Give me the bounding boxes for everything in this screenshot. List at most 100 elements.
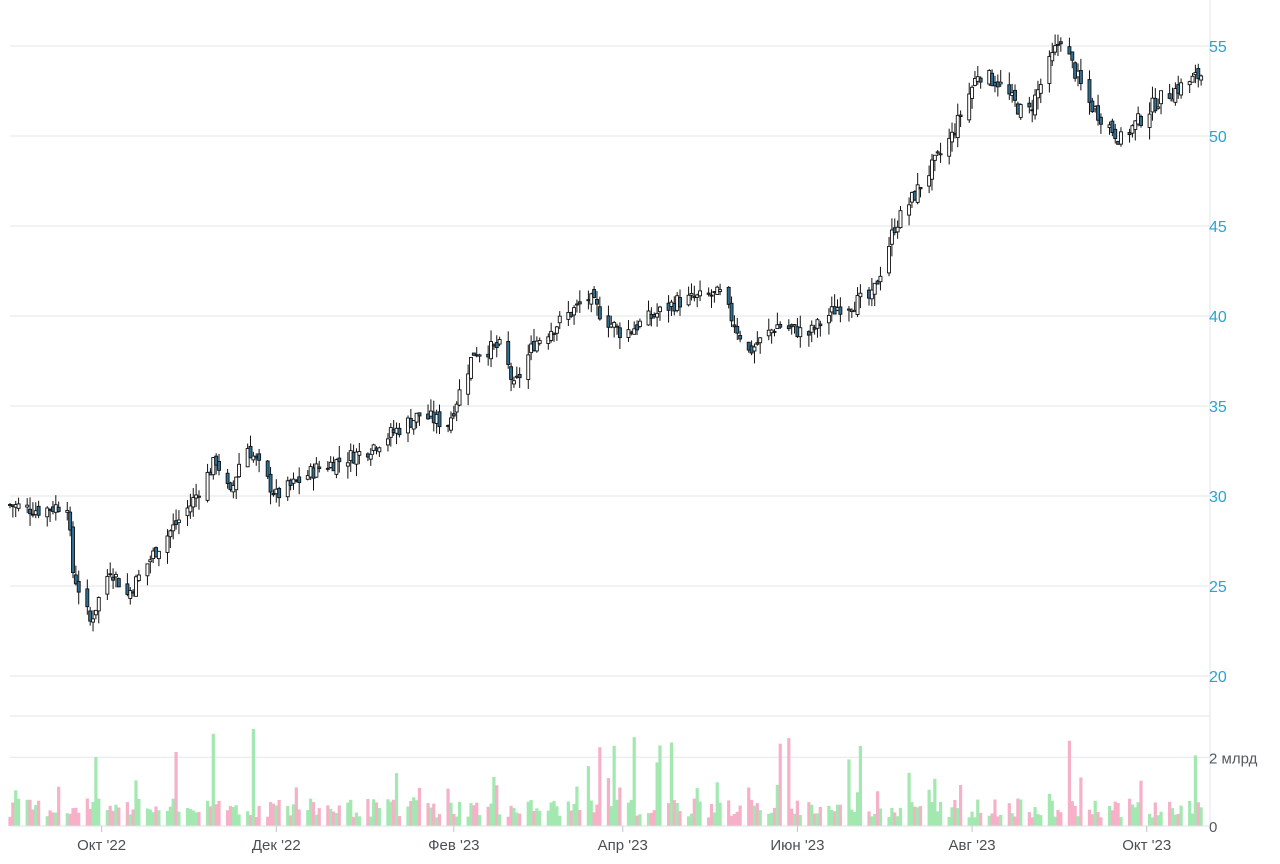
candle-body <box>970 86 975 99</box>
candle-body <box>615 325 619 328</box>
volume-bar <box>171 798 175 826</box>
volume-bar <box>887 817 891 826</box>
volume-bar <box>578 809 582 826</box>
candle-body <box>887 245 891 274</box>
candle-body <box>411 419 416 430</box>
price-candles <box>8 34 1204 632</box>
candle-body <box>145 563 150 577</box>
candle-body <box>858 292 863 298</box>
volume-bar <box>1050 800 1054 826</box>
volume-bar <box>455 816 459 826</box>
candle-body <box>457 389 462 406</box>
volume-bar <box>177 811 181 826</box>
candle-body <box>257 453 262 461</box>
time-tick-label: Окт '22 <box>77 837 126 854</box>
candle-body <box>855 295 860 315</box>
candle-body <box>846 308 851 311</box>
price-tick-label: 35 <box>1209 399 1227 416</box>
candle-body <box>511 380 516 385</box>
volume-bar <box>870 816 874 826</box>
candle-body <box>698 290 703 297</box>
volume-bar <box>692 798 696 826</box>
candle-body <box>1098 116 1103 125</box>
candle-body <box>1056 43 1060 46</box>
candle-body <box>972 78 977 86</box>
candle-body <box>197 495 201 498</box>
candle-body <box>477 354 482 357</box>
volume-bar <box>898 807 903 826</box>
volume-bar <box>1150 817 1155 826</box>
price-tick-label: 45 <box>1209 219 1227 236</box>
volume-bar <box>709 804 714 826</box>
candle-body <box>758 337 763 344</box>
time-tick-label: Апр '23 <box>598 837 648 854</box>
candle-body <box>978 77 983 83</box>
volume-bar <box>698 801 702 826</box>
volume-bar <box>254 816 258 826</box>
volume-bar <box>498 814 502 826</box>
volume-bar <box>1007 803 1011 826</box>
volume-bar <box>867 811 871 826</box>
volume-bar <box>993 799 997 826</box>
candle-body <box>437 411 442 428</box>
volume-bar <box>91 801 95 826</box>
volume-bar <box>314 814 318 826</box>
volume-bar <box>306 810 310 826</box>
volume-bar <box>185 808 190 826</box>
volume-bar <box>154 806 158 826</box>
volume-bar <box>772 807 777 826</box>
candle-body <box>225 472 230 484</box>
volume-bar <box>790 808 794 826</box>
volume-bar <box>357 816 361 826</box>
volume-bar <box>979 812 983 826</box>
volume-bar <box>1099 817 1103 826</box>
volume-bar <box>638 814 642 826</box>
volume-bar <box>437 814 442 826</box>
volume-bar <box>959 785 963 826</box>
price-tick-label: 55 <box>1209 39 1227 56</box>
candle-body <box>772 330 777 333</box>
volume-bar <box>1079 777 1083 826</box>
volume-bar <box>532 810 536 826</box>
candle-body <box>554 326 559 334</box>
volume-bar <box>85 798 89 826</box>
volume-bar <box>1047 793 1051 826</box>
volume-bar <box>237 814 241 826</box>
volume-bar <box>354 812 359 826</box>
volume-bar <box>1039 815 1043 826</box>
volume-bar <box>266 816 270 826</box>
volume-bar <box>331 811 336 826</box>
volume-bar <box>990 813 994 826</box>
volume-bar <box>1173 814 1177 826</box>
candle-body <box>314 463 319 478</box>
volume-bar <box>268 802 273 826</box>
candle-body <box>188 505 193 513</box>
candle-body <box>1018 104 1023 118</box>
volume-bar <box>549 802 553 826</box>
candle-body <box>826 315 831 324</box>
candle-body <box>1159 90 1164 105</box>
volume-bar <box>598 747 602 826</box>
candle-body <box>577 301 582 305</box>
candle-body <box>907 204 912 216</box>
volume-bar <box>57 786 61 826</box>
volume-bar <box>1153 802 1157 826</box>
volume-bar <box>546 810 550 826</box>
volume-bar <box>45 816 49 826</box>
candle-body <box>915 184 920 203</box>
candle-body <box>71 526 75 574</box>
volume-bar <box>798 815 802 826</box>
volume-bar <box>495 785 499 826</box>
volume-bar <box>1096 811 1100 826</box>
volume-bar <box>94 757 98 826</box>
volume-bar <box>618 787 622 826</box>
candle-body <box>752 346 757 352</box>
volume-bar <box>326 805 330 826</box>
volume-bar <box>1076 816 1080 826</box>
candle-body <box>414 412 419 423</box>
price-tick-label: 25 <box>1209 579 1227 596</box>
candle-body <box>397 427 402 436</box>
time-axis: Окт '22 Дек '22 Фев '23 Апр '23 Июн '23 Авг '… <box>10 825 1210 854</box>
volume-bar <box>916 807 920 826</box>
candle-body <box>726 286 731 305</box>
